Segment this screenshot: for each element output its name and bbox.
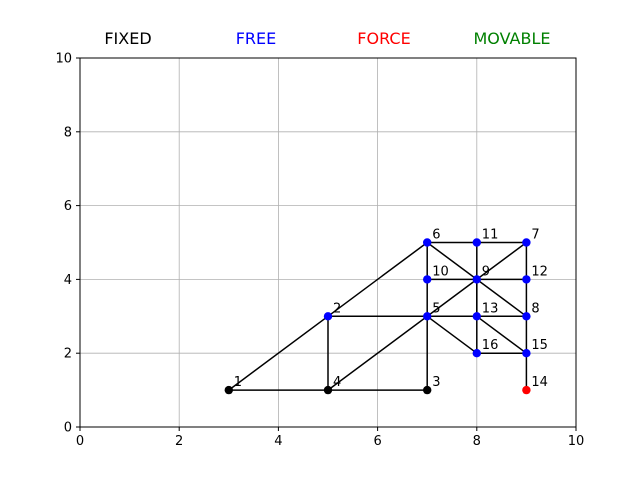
y-tick-label: 0: [64, 421, 72, 436]
node-5: [423, 312, 432, 321]
node-label-1: 1: [234, 375, 242, 390]
x-tick-label: 6: [373, 434, 381, 449]
edge-7-9: [476, 241, 527, 281]
node-label-16: 16: [482, 338, 499, 353]
x-tick-label: 2: [175, 434, 183, 449]
node-label-2: 2: [333, 301, 341, 316]
node-6: [423, 238, 432, 247]
node-12: [522, 275, 531, 284]
node-9: [472, 275, 481, 284]
node-label-15: 15: [531, 338, 548, 353]
node-label-7: 7: [531, 228, 539, 243]
node-label-10: 10: [432, 264, 449, 279]
legend: FIXED FREE FORCE MOVABLE: [104, 29, 550, 48]
x-tick-label: 0: [76, 434, 84, 449]
node-label-5: 5: [432, 301, 440, 316]
node-3: [423, 385, 432, 395]
node-label-6: 6: [432, 228, 440, 243]
legend-entry-force: FORCE: [357, 29, 410, 48]
node-label-13: 13: [482, 301, 499, 316]
node-10: [423, 275, 432, 284]
x-tick-label: 8: [473, 434, 481, 449]
node-8: [522, 312, 531, 321]
node-1: [224, 385, 233, 395]
x-tick-label: 10: [568, 434, 585, 449]
node-label-4: 4: [333, 375, 341, 390]
y-tick-label: 6: [64, 199, 72, 214]
node-14: [522, 385, 531, 395]
y-tick-label: 8: [64, 125, 72, 140]
nodes: [224, 238, 531, 395]
node-13: [472, 312, 481, 321]
node-2: [323, 312, 333, 321]
node-label-8: 8: [531, 301, 539, 316]
y-tick-label: 4: [64, 273, 72, 288]
x-tick-label: 4: [274, 434, 282, 449]
y-tick-label: 2: [64, 347, 72, 362]
node-16: [472, 349, 481, 358]
node-7: [522, 238, 531, 247]
edge-4-9: [327, 278, 478, 391]
legend-entry-free: FREE: [236, 29, 277, 48]
ticks: 0 2 4 6 8 10 0 2 4 6 8 10: [55, 52, 584, 450]
node-15: [522, 349, 531, 358]
node-label-9: 9: [482, 264, 490, 279]
axes-frame: [79, 57, 577, 428]
edge-13-15: [476, 315, 527, 354]
legend-entry-movable: MOVABLE: [474, 29, 551, 48]
node-11: [472, 238, 481, 247]
axes: [79, 57, 577, 428]
node-4: [323, 385, 333, 395]
node-label-14: 14: [531, 375, 548, 390]
node-label-12: 12: [531, 264, 548, 279]
node-label-3: 3: [432, 375, 440, 390]
y-tick-label: 10: [55, 52, 72, 67]
node-label-11: 11: [482, 228, 499, 243]
legend-entry-fixed: FIXED: [104, 29, 151, 48]
edge-5-16: [426, 315, 478, 354]
